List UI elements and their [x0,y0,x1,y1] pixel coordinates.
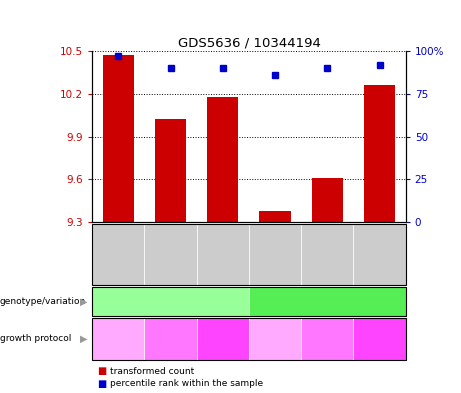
Bar [155,119,186,222]
Text: TH1
conditions
for 4 days: TH1 conditions for 4 days [257,329,293,349]
Text: genotype/variation: genotype/variation [0,297,86,306]
Text: TH2
conditions
for 4 days: TH2 conditions for 4 days [153,329,189,349]
Text: ▶: ▶ [80,297,88,307]
Bar [364,85,395,222]
Text: ▶: ▶ [80,334,88,344]
Text: GSM1194889: GSM1194889 [323,229,332,280]
Text: transformed count: transformed count [110,367,194,376]
Bar [312,178,343,222]
Text: TH17
conditions
for 4 days: TH17 conditions for 4 days [361,329,398,349]
Text: Bhlhe40 knockout: Bhlhe40 knockout [127,297,214,307]
Text: ■: ■ [97,366,106,376]
Text: TH1
conditions
for 4 days: TH1 conditions for 4 days [100,329,136,349]
Text: percentile rank within the sample: percentile rank within the sample [110,379,263,388]
Text: TH2
conditions
for 4 days: TH2 conditions for 4 days [309,329,345,349]
Bar [207,97,238,222]
Bar [103,55,134,222]
Text: growth protocol: growth protocol [0,334,71,343]
Text: ■: ■ [97,378,106,389]
Text: TH17
conditions
for 4 days: TH17 conditions for 4 days [205,329,241,349]
Text: wild type: wild type [305,297,349,307]
Bar [260,211,291,222]
Text: GSM1194890: GSM1194890 [375,229,384,280]
Text: GSM1194892: GSM1194892 [114,229,123,280]
Text: GSM1194888: GSM1194888 [271,229,279,280]
Title: GDS5636 / 10344194: GDS5636 / 10344194 [177,37,320,50]
Text: GSM1194894: GSM1194894 [219,229,227,280]
Text: GSM1194893: GSM1194893 [166,229,175,280]
